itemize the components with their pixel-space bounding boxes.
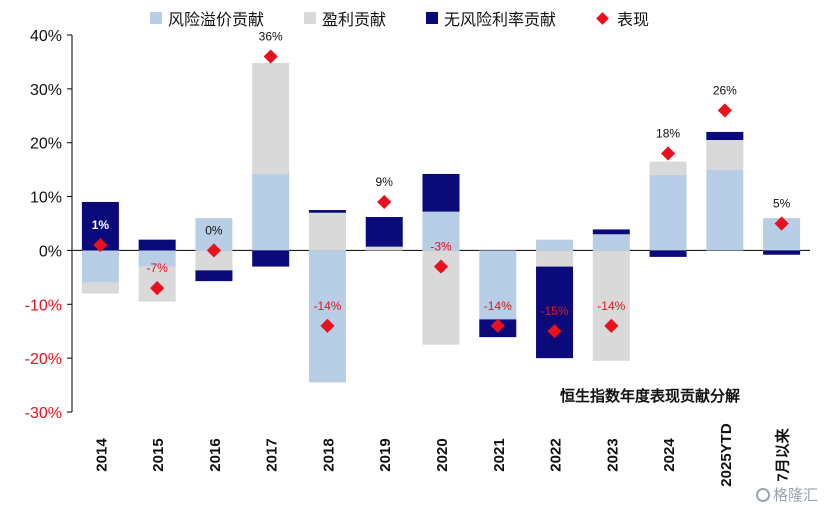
legend-swatch-earnings <box>304 12 317 24</box>
performance-marker <box>206 243 221 258</box>
bar-segment-risk-premium <box>536 239 574 251</box>
chart-subtitle: 恒生指数年度表现贡献分解 <box>560 387 741 405</box>
bar-segment-risk-premium <box>308 250 346 383</box>
performance-data-label: -14% <box>484 299 512 313</box>
performance-marker <box>774 216 789 231</box>
legend-swatch-risk-free <box>426 12 439 24</box>
performance-data-label: -14% <box>313 299 341 313</box>
bar-segment-risk-free <box>536 266 574 359</box>
bar-segment-earnings <box>649 161 687 176</box>
performance-data-label: 36% <box>259 30 283 44</box>
performance-data-label: -7% <box>146 261 168 275</box>
bar-segment-earnings <box>81 282 119 294</box>
bar-segment-risk-premium <box>649 175 687 251</box>
performance-marker <box>547 324 562 339</box>
performance-marker <box>604 318 619 333</box>
watermark: 格隆汇 <box>756 484 818 505</box>
y-tick-label: 10% <box>30 190 62 207</box>
x-tick-label: 7月以来 <box>774 427 792 481</box>
legend-item-risk-premium: 风险溢价贡献 <box>150 6 264 30</box>
bar-segment-risk-free <box>195 270 233 282</box>
x-tick-label: 2023 <box>604 438 621 471</box>
x-tick-label: 2021 <box>491 438 508 471</box>
bar-segment-risk-premium <box>706 169 744 251</box>
legend-label-risk-free: 无风险利率贡献 <box>444 10 557 29</box>
y-tick-label: 40% <box>30 28 62 45</box>
bar-segment-risk-premium <box>81 250 119 283</box>
legend-label-earnings: 盈利贡献 <box>322 10 387 29</box>
performance-data-label: -14% <box>597 299 625 313</box>
bar-segment-risk-premium <box>479 250 517 320</box>
legend-label-risk-premium: 风险溢价贡献 <box>168 10 265 29</box>
x-tick-label: 2016 <box>207 438 224 471</box>
performance-marker <box>263 49 278 64</box>
y-tick-label: 30% <box>30 82 62 99</box>
x-tick-label: 2025YTD <box>718 423 735 487</box>
y-tick-label: -10% <box>25 297 62 314</box>
x-tick-label: 2020 <box>434 438 451 471</box>
bar-segment-risk-premium <box>252 173 290 251</box>
bar-segment-earnings <box>536 250 574 267</box>
bar-segment-risk-free <box>308 210 346 213</box>
performance-data-label: 0% <box>205 223 223 237</box>
bar-segment-risk-premium <box>422 211 460 251</box>
bar-segment-earnings <box>592 250 630 361</box>
y-tick-label: -20% <box>25 351 62 368</box>
bar-segment-earnings <box>706 140 744 170</box>
performance-marker <box>661 146 676 161</box>
chart-legend: 风险溢价贡献 盈利贡献 无风险利率贡献 表现 <box>150 6 689 30</box>
bar-segment-risk-free <box>649 250 687 257</box>
x-tick-label: 2015 <box>150 438 167 471</box>
performance-data-label: 26% <box>713 83 737 97</box>
watermark-logo-icon <box>756 487 770 502</box>
x-tick-label: 2019 <box>377 438 394 471</box>
performance-marker <box>377 194 392 210</box>
performance-data-label: 9% <box>376 175 394 189</box>
bar-segment-earnings <box>365 246 403 251</box>
legend-item-risk-free: 无风险利率贡献 <box>426 6 556 30</box>
bar-segment-risk-free <box>365 217 403 247</box>
x-tick-label: 2024 <box>661 438 678 472</box>
bar-segment-risk-free <box>138 239 176 251</box>
x-tick-label: 2018 <box>320 438 337 471</box>
bar-segment-earnings <box>308 212 346 251</box>
y-tick-label: -30% <box>25 405 62 422</box>
performance-data-label: 18% <box>656 126 680 140</box>
performance-marker <box>433 259 449 274</box>
bar-segment-earnings <box>195 250 233 271</box>
performance-marker <box>717 103 732 118</box>
performance-data-label: -15% <box>541 304 569 318</box>
legend-label-performance: 表现 <box>617 10 650 29</box>
bar-segment-risk-free <box>592 229 630 235</box>
x-tick-label: 2022 <box>548 438 565 471</box>
bar-segment-risk-premium <box>138 250 176 267</box>
legend-item-earnings: 盈利贡献 <box>304 6 386 30</box>
y-tick-label: 20% <box>30 136 62 153</box>
performance-data-label: 1% <box>92 218 110 232</box>
bar-segment-risk-free <box>252 250 290 267</box>
legend-swatch-risk-premium <box>150 12 162 24</box>
watermark-text: 格隆汇 <box>773 486 819 504</box>
performance-data-label: 5% <box>773 197 791 211</box>
performance-data-label: -3% <box>430 240 452 254</box>
bar-segment-risk-free <box>763 250 801 255</box>
bar-segment-risk-free <box>706 131 744 141</box>
bar-segment-risk-premium <box>592 234 630 251</box>
performance-marker <box>320 318 335 333</box>
legend-item-performance: 表现 <box>596 6 649 30</box>
bar-segment-risk-free <box>422 173 460 212</box>
x-tick-label: 2014 <box>93 438 110 472</box>
y-tick-label: 0% <box>39 243 62 260</box>
performance-marker <box>490 318 505 333</box>
bar-segment-earnings <box>252 63 290 174</box>
x-tick-label: 2017 <box>264 438 281 471</box>
performance-marker <box>150 281 165 296</box>
